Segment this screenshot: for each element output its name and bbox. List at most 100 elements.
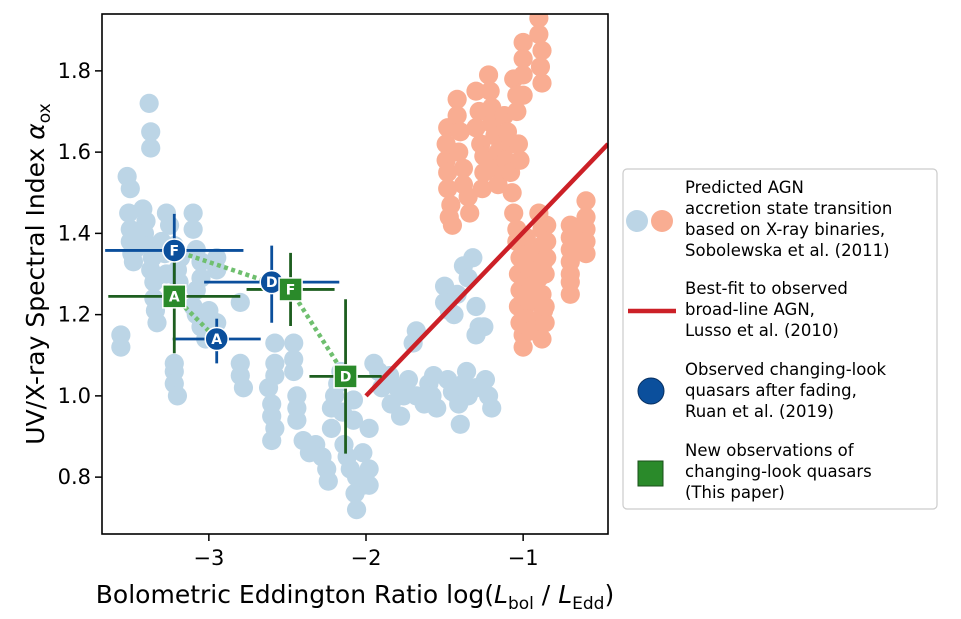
legend-light-blue-swatch [626, 210, 648, 232]
salmon-point-4 [438, 179, 458, 199]
salmon-point-42 [508, 134, 529, 154]
salmon-point-14 [458, 187, 478, 207]
salmon-point-80 [535, 296, 555, 317]
new-marker-A: A [162, 284, 187, 309]
salmon-point-75 [535, 313, 555, 333]
legend-blue-circle-swatch [637, 377, 665, 405]
light-blue-point-36 [183, 203, 203, 223]
salmon-point-22 [472, 179, 492, 199]
salmon-point-15 [460, 203, 480, 223]
new-marker-D: D [333, 364, 358, 389]
legend-entry-1-line-2: accretion state transition [685, 199, 892, 218]
salmon-point-67 [532, 73, 552, 93]
plot-frame [101, 13, 609, 535]
legend-entry-2-line-3: Lusso et al. (2010) [685, 321, 839, 340]
light-blue-point-76 [321, 418, 342, 438]
light-blue-point-87 [346, 500, 367, 520]
ruan-circle-F [162, 238, 187, 263]
light-blue-point-133 [456, 361, 477, 382]
light-blue-point-22 [147, 313, 167, 333]
salmon-point-45 [513, 49, 533, 69]
light-blue-point-103 [398, 370, 419, 390]
legend-salmon-swatch [651, 210, 673, 232]
salmon-point-3 [438, 162, 458, 183]
legend-entry-1-line-3: based on X-ray binaries, [685, 220, 885, 239]
salmon-point-89 [576, 191, 596, 211]
light-blue-point-65 [284, 361, 304, 382]
connector-1 [288, 288, 348, 378]
light-blue-point-85 [343, 390, 364, 410]
best-fit-line [364, 142, 608, 398]
legend-entry-2-line-1: Best-fit to observed [685, 279, 848, 298]
salmon-point-46 [513, 65, 533, 85]
ruan-label-F: F [169, 243, 179, 259]
light-blue-point-61 [265, 333, 285, 353]
legend-entry-3-line-1: Observed changing-look [685, 360, 886, 379]
salmon-point-10 [450, 122, 470, 142]
salmon-point-65 [532, 40, 552, 61]
salmon-point-88 [560, 284, 580, 304]
salmon-point-7 [442, 215, 463, 235]
light-blue-point-94 [359, 418, 379, 438]
light-blue-point-111 [427, 398, 447, 418]
new-square-D [333, 364, 358, 389]
light-blue-point-92 [359, 475, 379, 495]
light-blue-point-9 [111, 337, 131, 357]
salmon-point-30 [488, 175, 508, 195]
x-axis-title: Bolometric Eddington Ratio log(Lbol / LE… [96, 580, 614, 614]
legend: Predicted AGN accretion state transition… [622, 168, 938, 510]
light-blue-points-layer [111, 93, 502, 520]
y-axis-title: UV/X-ray Spectral Index αox [21, 103, 55, 444]
light-blue-point-55 [233, 378, 254, 398]
light-blue-point-37 [183, 219, 203, 239]
axis-ticks-layer: −3 −2 −1 0.8 1.0 1.2 1.4 1.6 1.8 [58, 59, 539, 570]
salmon-point-81 [532, 329, 552, 349]
y-tick-label: 1.2 [58, 303, 91, 327]
light-blue-point-35 [167, 386, 188, 406]
connector-0 [173, 248, 292, 292]
new-label-A: A [169, 289, 180, 305]
legend-green-square-swatch [637, 460, 664, 487]
new-label-D: D [340, 369, 352, 385]
ruan-label-A: A [211, 332, 222, 348]
legend-box [622, 168, 938, 510]
light-blue-point-27 [159, 215, 180, 235]
light-blue-point-127 [475, 370, 496, 390]
light-blue-point-10 [139, 93, 159, 113]
x-tick-label: −2 [351, 546, 382, 570]
ruan-marker-F: F [162, 238, 187, 263]
salmon-point-66 [530, 57, 551, 77]
light-blue-point-60 [262, 430, 282, 451]
legend-entry-4-line-3: (This paper) [685, 483, 785, 502]
salmon-point-9 [447, 105, 467, 126]
legend-entry-4-line-1: New observations of [685, 441, 855, 460]
light-blue-point-119 [450, 414, 470, 434]
light-blue-point-93 [359, 459, 379, 479]
salmon-point-18 [466, 118, 486, 138]
y-tick-label: 0.8 [58, 465, 91, 489]
legend-entry-3-line-2: quasars after fading, [685, 381, 857, 400]
salmon-point-12 [453, 158, 474, 178]
y-tick-label: 1.6 [58, 140, 91, 164]
salmon-points-layer [436, 14, 596, 357]
y-tick-label: 1.4 [58, 221, 91, 245]
legend-entry-4-line-2: changing-look quasars [685, 462, 872, 481]
light-blue-point-63 [265, 365, 285, 386]
y-tick-label: 1.0 [58, 384, 91, 408]
salmon-point-16 [466, 81, 486, 101]
salmon-point-24 [480, 81, 500, 101]
salmon-point-64 [529, 24, 549, 44]
legend-entry-2-line-2: broad-line AGN, [685, 300, 815, 319]
new-label-F: F [286, 282, 296, 298]
light-blue-point-11 [141, 122, 161, 142]
best-fit-line-layer [364, 142, 608, 398]
ruan-circle-A [204, 326, 229, 352]
light-blue-point-101 [390, 406, 411, 426]
light-blue-point-69 [284, 333, 304, 353]
x-tick-label: −3 [193, 546, 224, 570]
salmon-point-8 [447, 89, 467, 109]
y-tick-label: 1.8 [58, 59, 91, 83]
